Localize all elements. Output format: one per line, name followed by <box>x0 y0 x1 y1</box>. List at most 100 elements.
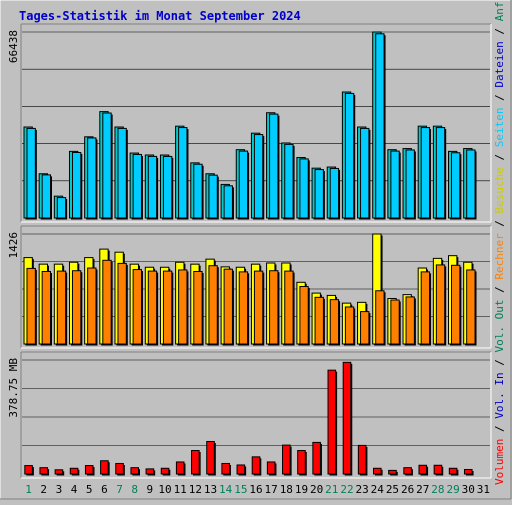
x-tick-label-day-31: 31 <box>477 483 490 496</box>
bar-dateien-day-8 <box>132 153 142 219</box>
bar-volumen-day-30 <box>463 468 473 475</box>
bar-volumen-day-13 <box>206 440 215 475</box>
bar-dateien-day-14 <box>223 185 233 219</box>
legend-segment: Besuche <box>493 167 506 213</box>
y-max-label-volume: 378.75 MB <box>7 358 20 418</box>
x-tick-label-day-22: 22 <box>340 483 353 496</box>
bar-volumen-day-25 <box>388 469 397 475</box>
bar-dateien-day-28 <box>435 127 446 219</box>
bar-dateien-day-12 <box>193 163 203 219</box>
bar-volumen-day-28 <box>433 464 443 475</box>
legend-segment: / <box>493 147 506 167</box>
bar-volumen-day-26 <box>403 467 412 475</box>
bar-dateien-day-5 <box>87 137 97 219</box>
x-tick-label-day-14: 14 <box>219 483 233 496</box>
bar-dateien-day-17 <box>269 113 279 219</box>
bar-volumen-day-7 <box>115 462 124 475</box>
legend-segment: Rechner <box>493 233 506 280</box>
bar-rechner-day-15 <box>238 271 249 345</box>
legend-segment: / <box>493 280 506 300</box>
bar-rechner-day-2 <box>41 270 51 345</box>
bar-rechner-day-1 <box>26 267 36 345</box>
bar-dateien-day-15 <box>238 150 249 219</box>
bar-volumen-day-27 <box>418 464 428 475</box>
bar-rechner-day-25 <box>390 299 400 345</box>
bar-rechner-day-4 <box>71 270 82 345</box>
bar-dateien-day-4 <box>71 151 82 219</box>
bar-rechner-day-11 <box>178 269 188 345</box>
bar-rechner-day-19 <box>299 286 309 345</box>
bar-dateien-day-9 <box>147 155 158 219</box>
x-tick-label-day-21: 21 <box>325 483 338 496</box>
bar-volumen-day-23 <box>357 444 367 475</box>
legend-segment: / <box>493 213 506 233</box>
x-tick-label-day-27: 27 <box>416 483 429 496</box>
y-max-label-visits: 1426 <box>7 232 20 259</box>
plot-panels <box>20 23 492 479</box>
legend-segment: Vol. In <box>493 372 506 418</box>
bar-volumen-day-19 <box>297 450 306 475</box>
bar-volumen-day-22 <box>342 361 352 475</box>
bar-dateien-day-18 <box>284 143 294 219</box>
bar-dateien-day-13 <box>208 174 218 219</box>
bar-rechner-day-27 <box>420 271 431 345</box>
x-tick-label-day-16: 16 <box>249 483 262 496</box>
bar-volumen-day-4 <box>69 467 79 475</box>
bar-rechner-day-24 <box>375 290 385 345</box>
legend-segment: Dateien <box>493 41 506 87</box>
bar-volumen-day-14 <box>221 462 230 475</box>
bar-dateien-day-16 <box>253 134 264 219</box>
legend-segment: / <box>493 21 506 41</box>
bar-dateien-day-22 <box>344 92 355 219</box>
bar-dateien-day-11 <box>178 127 188 219</box>
x-tick-label-day-6: 6 <box>101 483 108 496</box>
x-tick-label-day-1: 1 <box>25 483 32 496</box>
legend-segment: / <box>493 419 506 439</box>
bar-dateien-day-2 <box>41 174 51 219</box>
bar-rechner-day-17 <box>269 270 279 345</box>
bar-dateien-day-24 <box>375 33 385 219</box>
bar-volumen-day-1 <box>24 465 33 475</box>
y-axis-labels: 66438 1426 378.75 MB <box>7 30 20 418</box>
legend-segment: / <box>493 88 506 108</box>
bar-volumen-day-6 <box>100 460 109 475</box>
bar-volumen-day-10 <box>160 467 170 475</box>
bar-dateien-day-10 <box>162 155 173 219</box>
bar-rechner-day-9 <box>147 270 158 345</box>
legend-segment: Volumen <box>493 439 506 485</box>
bar-volumen-day-29 <box>448 467 458 475</box>
x-tick-label-day-2: 2 <box>40 483 47 496</box>
bar-rechner-day-7 <box>117 262 127 345</box>
bar-volumen-day-2 <box>39 467 49 475</box>
bar-rechner-day-21 <box>329 299 340 345</box>
bar-rechner-day-30 <box>466 269 476 345</box>
x-tick-label-day-17: 17 <box>265 483 278 496</box>
legend-segment: Anfragen <box>493 0 506 21</box>
bar-volumen-day-8 <box>130 467 140 475</box>
x-tick-label-day-26: 26 <box>401 483 414 496</box>
bar-dateien-day-6 <box>102 112 112 219</box>
x-tick-label-day-24: 24 <box>371 483 385 496</box>
bar-dateien-day-30 <box>466 149 476 219</box>
bar-rechner-day-14 <box>223 268 233 345</box>
bar-volumen-day-12 <box>191 450 200 475</box>
x-tick-label-day-3: 3 <box>56 483 63 496</box>
bar-dateien-day-21 <box>329 167 340 219</box>
legend-segment: / <box>493 353 506 373</box>
x-tick-label-day-4: 4 <box>71 483 78 496</box>
x-tick-label-day-12: 12 <box>189 483 202 496</box>
bar-dateien-day-19 <box>299 158 309 219</box>
bar-dateien-day-29 <box>451 152 461 219</box>
bar-volumen-day-24 <box>373 467 382 475</box>
legend-segment: Seiten <box>493 107 506 147</box>
bar-rechner-day-5 <box>87 267 97 345</box>
chart-title: Tages-Statistik im Monat September 2024 <box>19 9 301 23</box>
bar-dateien-day-7 <box>117 127 127 219</box>
x-tick-label-day-8: 8 <box>131 483 138 496</box>
bar-rechner-day-18 <box>284 270 294 345</box>
bar-dateien-day-25 <box>390 150 400 219</box>
bar-dateien-day-27 <box>420 127 431 219</box>
bar-rechner-day-20 <box>314 296 324 345</box>
x-tick-label-day-18: 18 <box>280 483 293 496</box>
